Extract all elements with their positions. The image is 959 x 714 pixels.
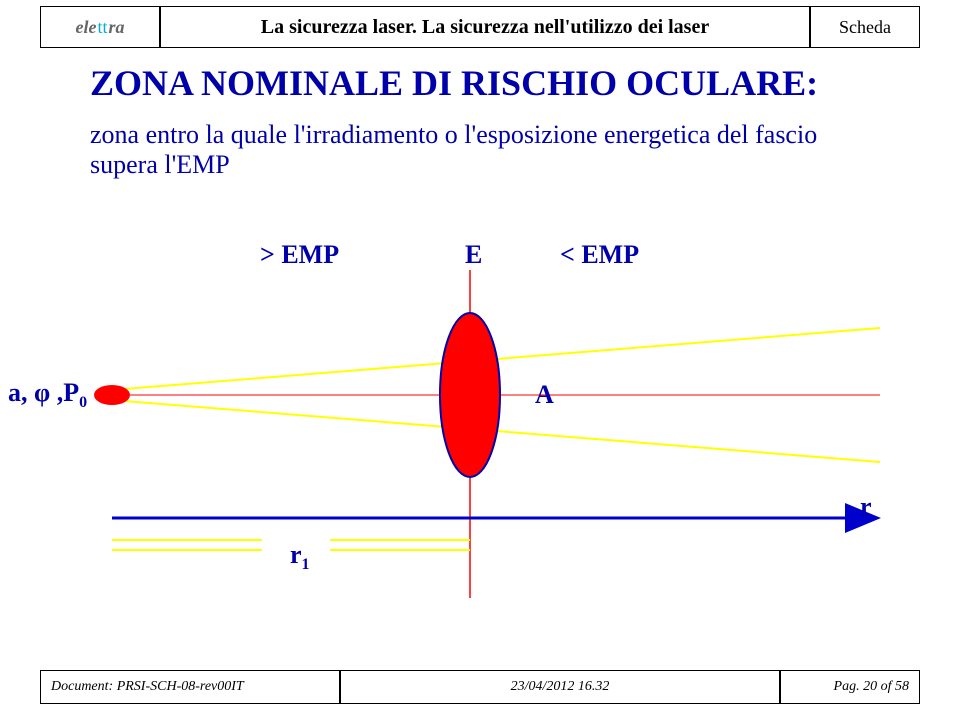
label-source-text: a, φ ,P xyxy=(8,378,79,407)
logo-text: elettra xyxy=(75,17,124,38)
page-paragraph: zona entro la quale l'irradiamento o l'e… xyxy=(90,120,890,180)
label-r: r xyxy=(860,492,872,522)
header-bar: elettra La sicurezza laser. La sicurezza… xyxy=(0,6,959,52)
label-a: A xyxy=(535,380,554,410)
label-source-sub: 0 xyxy=(79,394,87,411)
label-source: a, φ ,P0 xyxy=(8,378,87,412)
label-e: E xyxy=(465,240,482,270)
label-gt-emp: > EMP xyxy=(260,240,339,270)
label-lt-emp: < EMP xyxy=(560,240,639,270)
footer-page: Pag. 20 of 58 xyxy=(780,670,920,704)
header-title: La sicurezza laser. La sicurezza nell'ut… xyxy=(160,6,810,48)
logo-box: elettra xyxy=(40,6,160,48)
label-r1-text: r xyxy=(290,540,302,569)
footer-doc: Document: PRSI-SCH-08-rev00IT xyxy=(40,670,340,704)
label-r1: r1 xyxy=(290,540,310,574)
footer-date: 23/04/2012 16.32 xyxy=(340,670,780,704)
page-heading: ZONA NOMINALE DI RISCHIO OCULARE: xyxy=(90,62,890,104)
label-r1-sub: 1 xyxy=(302,556,310,573)
header-right: Scheda xyxy=(810,6,920,48)
diagram: > EMP E < EMP A a, φ ,P0 r r1 xyxy=(0,200,959,630)
footer: Document: PRSI-SCH-08-rev00IT 23/04/2012… xyxy=(0,670,959,706)
